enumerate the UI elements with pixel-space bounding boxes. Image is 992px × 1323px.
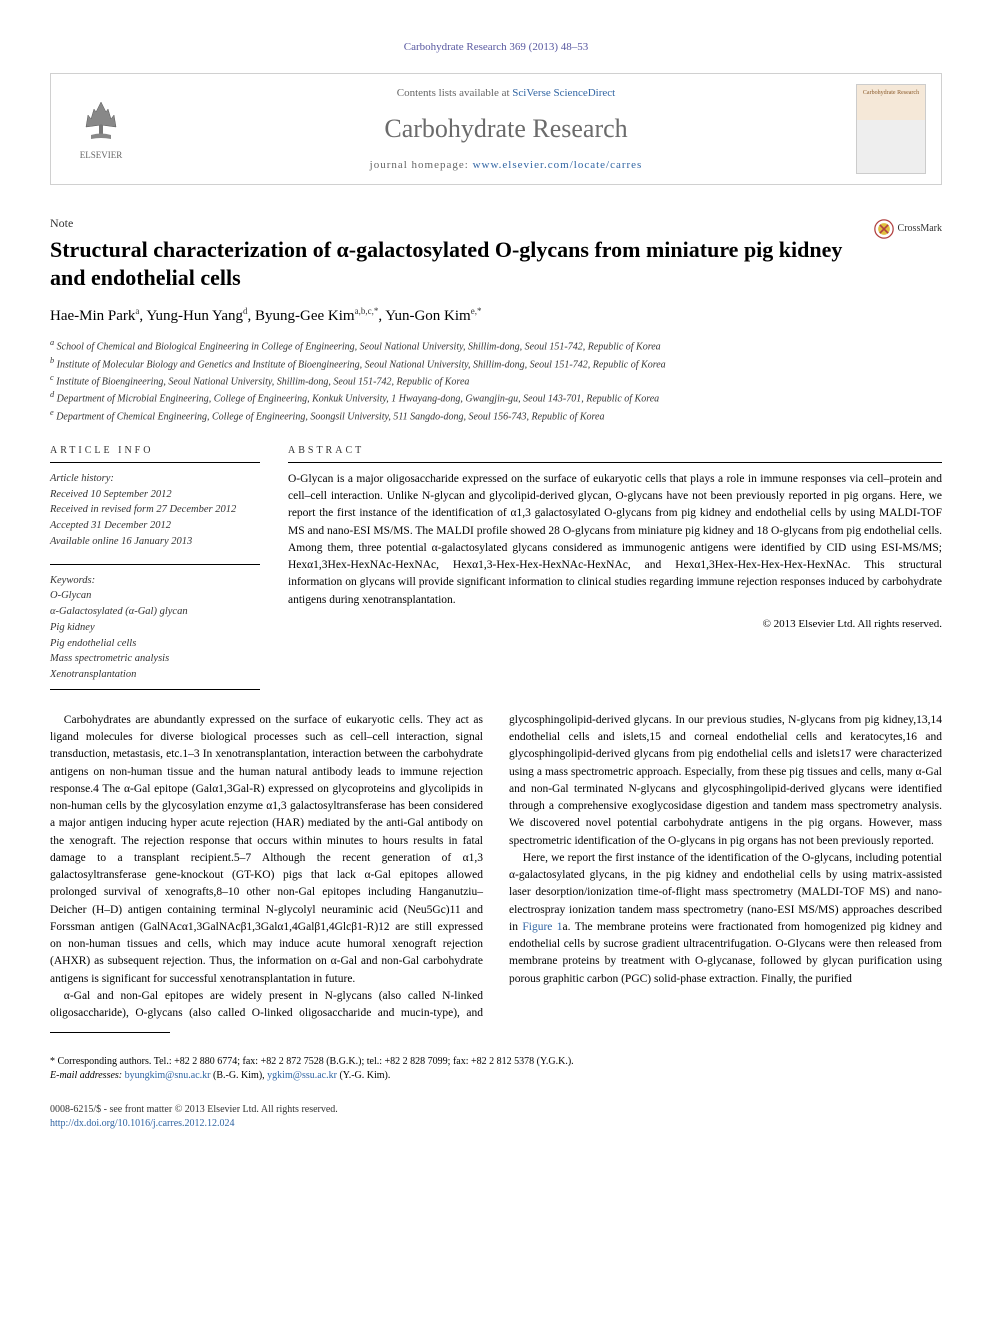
body-paragraph-1: Carbohydrates are abundantly expressed o… <box>50 712 483 988</box>
article-info-column: ARTICLE INFO Article history: Received 1… <box>50 444 260 690</box>
abstract-column: ABSTRACT O-Glycan is a major oligosaccha… <box>288 444 942 690</box>
sciencedirect-link[interactable]: SciVerse ScienceDirect <box>512 87 615 99</box>
homepage-prefix: journal homepage: <box>370 159 473 171</box>
crossstamp-icon <box>874 219 894 239</box>
homepage-link[interactable]: www.elsevier.com/locate/carres <box>473 159 643 171</box>
issn-doi-block: 0008-6215/$ - see front matter © 2013 El… <box>50 1103 338 1131</box>
article-title: Structural characterization of α-galacto… <box>50 236 942 291</box>
history-accepted: Accepted 31 December 2012 <box>50 520 171 531</box>
article-history-block: Article history: Received 10 September 2… <box>50 471 260 550</box>
doi-link[interactable]: http://dx.doi.org/10.1016/j.carres.2012.… <box>50 1118 235 1129</box>
body-paragraph-3: Here, we report the first instance of th… <box>509 850 942 988</box>
keywords-block: Keywords: O-Glycanα-Galactosylated (α-Ga… <box>50 573 260 690</box>
authors-line: Hae-Min Parka, Yung-Hun Yangd, Byung-Gee… <box>50 305 942 327</box>
history-online: Available online 16 January 2013 <box>50 536 192 547</box>
abstract-header: ABSTRACT <box>288 444 942 463</box>
keywords-label: Keywords: <box>50 573 260 589</box>
body-text: Carbohydrates are abundantly expressed o… <box>50 712 942 1023</box>
contents-prefix: Contents lists available at <box>397 87 512 99</box>
figure-1-reference[interactable]: Figure 1 <box>522 921 562 933</box>
article-info-header: ARTICLE INFO <box>50 444 260 463</box>
journal-cover-thumbnail: Carbohydrate Research <box>856 84 926 174</box>
affiliations-block: a School of Chemical and Biological Engi… <box>50 337 942 424</box>
history-revised: Received in revised form 27 December 201… <box>50 504 236 515</box>
elsevier-logo: ELSEVIER <box>66 94 136 164</box>
homepage-line: journal homepage: www.elsevier.com/locat… <box>156 158 856 173</box>
cover-thumb-title: Carbohydrate Research <box>857 85 925 97</box>
corresponding-authors-note: * Corresponding authors. Tel.: +82 2 880… <box>50 1055 942 1083</box>
history-received: Received 10 September 2012 <box>50 489 172 500</box>
abstract-text: O-Glycan is a major oligosaccharide expr… <box>288 471 942 609</box>
history-label: Article history: <box>50 471 260 487</box>
copyright-line: © 2013 Elsevier Ltd. All rights reserved… <box>288 617 942 632</box>
email-who-2: (Y.-G. Kim). <box>337 1070 390 1081</box>
journal-title: Carbohydrate Research <box>156 111 856 147</box>
tree-icon <box>76 97 126 147</box>
masthead: ELSEVIER Contents lists available at Sci… <box>50 73 942 185</box>
crossmark-label: CrossMark <box>898 222 942 236</box>
email-link-1[interactable]: byungkim@snu.ac.kr <box>125 1070 211 1081</box>
crossmark-badge[interactable]: CrossMark <box>874 219 942 239</box>
issn-line: 0008-6215/$ - see front matter © 2013 El… <box>50 1103 338 1117</box>
publisher-name: ELSEVIER <box>80 149 123 162</box>
contents-available-line: Contents lists available at SciVerse Sci… <box>156 86 856 101</box>
corresponding-text: * Corresponding authors. Tel.: +82 2 880… <box>50 1055 942 1069</box>
email-link-2[interactable]: ygkim@ssu.ac.kr <box>267 1070 337 1081</box>
footer-rule <box>50 1032 170 1033</box>
header-citation: Carbohydrate Research 369 (2013) 48–53 <box>50 40 942 55</box>
note-label: Note <box>50 215 942 232</box>
email-label: E-mail addresses: <box>50 1070 125 1081</box>
email-who-1: (B.-G. Kim), <box>211 1070 268 1081</box>
